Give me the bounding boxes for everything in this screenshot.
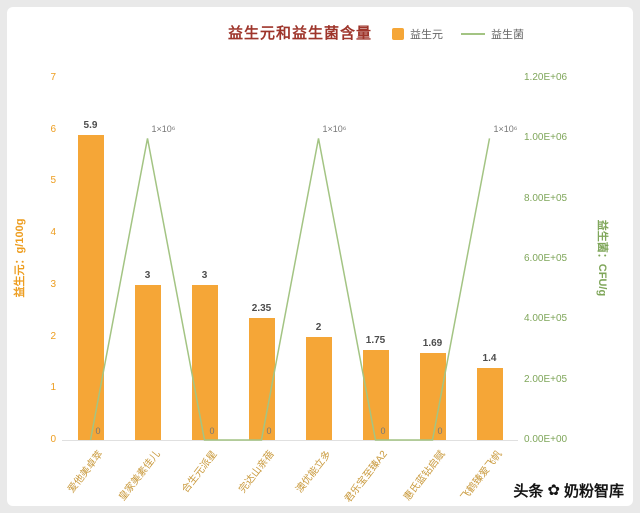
left-axis-tick: 3 bbox=[50, 278, 56, 290]
right-axis-tick: 8.00E+05 bbox=[524, 192, 568, 204]
x-axis-label: 完达山亲蓓 bbox=[236, 449, 277, 496]
watermark: 头条 ✿ 奶粉智库 bbox=[513, 480, 624, 501]
bar-value-label: 3 bbox=[201, 269, 208, 281]
watermark-prefix: 头条 bbox=[513, 483, 544, 500]
right-axis-tick: 4.00E+05 bbox=[524, 313, 568, 325]
left-axis-tick: 0 bbox=[50, 434, 56, 445]
prebiotic-bar bbox=[248, 318, 275, 440]
x-axis-line bbox=[62, 440, 518, 441]
legend-label-probiotic: 益生菌 bbox=[491, 29, 524, 41]
right-axis-tick: 6.00E+05 bbox=[524, 253, 568, 264]
line-value-label: 1×10⁶ bbox=[322, 124, 347, 135]
prebiotic-bar bbox=[305, 336, 332, 440]
bar-series-swatch-icon bbox=[392, 28, 404, 40]
x-axis-label: 惠氏蓝钻启赋 bbox=[401, 449, 448, 504]
left-axis-tick: 5 bbox=[50, 175, 56, 187]
bar-value-label: 2.35 bbox=[251, 303, 272, 315]
legend-label-prebiotic: 益生元 bbox=[410, 29, 443, 41]
left-axis-tick: 2 bbox=[50, 330, 56, 342]
prebiotic-bar bbox=[134, 284, 161, 440]
bar-value-label: 2 bbox=[315, 321, 322, 333]
left-axis-tick: 6 bbox=[50, 123, 56, 135]
line-value-label: 0 bbox=[380, 426, 386, 436]
bar-value-label: 1.4 bbox=[482, 352, 497, 364]
prebiotic-bar bbox=[191, 284, 218, 440]
chart-legend: 益生元 益生菌 bbox=[392, 26, 524, 42]
line-series-swatch-icon bbox=[461, 33, 485, 35]
left-axis-tick: 7 bbox=[50, 72, 56, 83]
line-value-label: 1×10⁶ bbox=[493, 124, 518, 135]
legend-item-probiotic[interactable]: 益生菌 bbox=[461, 26, 524, 42]
x-axis-label: 皇家美素佳儿 bbox=[116, 449, 163, 504]
left-axis-tick: 4 bbox=[50, 227, 56, 239]
right-axis-tick: 1.20E+06 bbox=[524, 72, 568, 83]
line-value-label: 0 bbox=[95, 426, 101, 436]
chart-title: 益生元和益生菌含量 bbox=[227, 25, 372, 42]
x-axis-label: 君乐宝至臻A2 bbox=[343, 449, 391, 505]
right-axis-tick: 0.00E+00 bbox=[524, 434, 568, 445]
right-axis-tick: 1.00E+06 bbox=[524, 132, 568, 144]
watermark-brand: 奶粉智库 bbox=[563, 483, 624, 500]
right-axis-tick: 2.00E+05 bbox=[524, 373, 568, 385]
bar-value-label: 5.9 bbox=[83, 119, 98, 131]
left-axis-tick: 1 bbox=[50, 382, 56, 394]
x-axis-label: 澳优能立多 bbox=[293, 449, 334, 496]
bar-value-label: 3 bbox=[144, 269, 151, 281]
x-axis-label: 飞鹤臻爱飞帆 bbox=[458, 449, 505, 504]
line-value-label: 0 bbox=[266, 426, 272, 436]
bar-value-label: 1.75 bbox=[365, 334, 386, 346]
x-axis-label: 合生元派星 bbox=[179, 449, 220, 496]
line-value-label: 0 bbox=[209, 426, 215, 436]
x-axis-label: 爱他美卓萃 bbox=[65, 449, 106, 496]
bar-value-label: 1.69 bbox=[422, 337, 443, 349]
line-value-label: 1×10⁶ bbox=[151, 124, 176, 135]
milk-powder-library-logo-icon: ✿ bbox=[547, 482, 560, 499]
line-value-label: 0 bbox=[437, 426, 443, 436]
legend-item-prebiotic[interactable]: 益生元 bbox=[392, 26, 443, 42]
prebiotic-bar bbox=[476, 367, 503, 440]
prebiotic-bar bbox=[77, 134, 104, 440]
